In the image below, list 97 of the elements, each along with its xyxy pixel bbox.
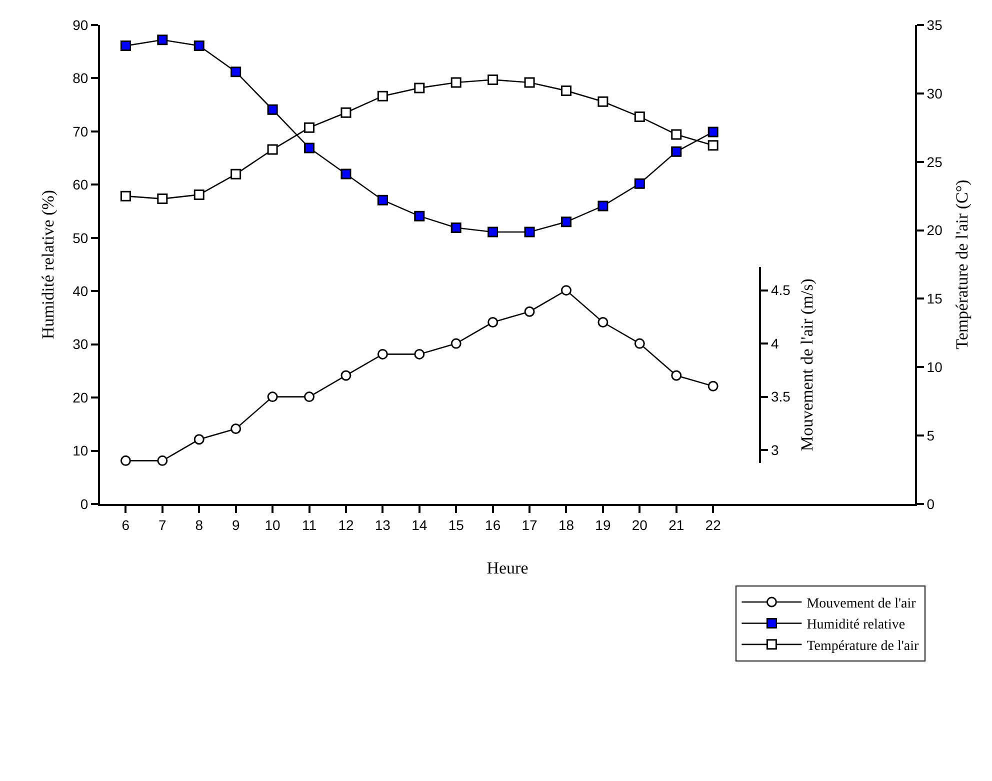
y2-tick-label: 5	[926, 427, 935, 444]
y3-tick-label: 3.5	[770, 388, 791, 405]
y-tick-label: 0	[80, 496, 88, 512]
point	[560, 216, 572, 228]
x-tick-label: 15	[448, 516, 464, 533]
point	[708, 140, 718, 151]
point	[230, 66, 242, 78]
x-tick-label: 10	[264, 516, 281, 533]
point	[194, 40, 204, 52]
x-tick-label: 8	[195, 516, 204, 533]
x-tick-label: 12	[338, 516, 354, 533]
y2-tick-label: 30	[926, 85, 943, 102]
x-tick-label: 18	[558, 516, 574, 533]
x-tick-label: 9	[232, 516, 240, 533]
point	[450, 338, 462, 349]
point	[671, 146, 682, 157]
point	[634, 338, 645, 349]
point	[634, 111, 645, 122]
point	[488, 317, 498, 328]
y2-tick-label: 0	[926, 496, 935, 512]
y-tick-label: 50	[72, 230, 88, 246]
point	[230, 423, 242, 434]
x-tick-label: 19	[595, 516, 611, 533]
point	[194, 434, 204, 445]
point	[671, 129, 682, 140]
point	[708, 126, 718, 138]
point	[304, 122, 315, 133]
x-axis-title: Heure	[486, 558, 528, 578]
y3-tick-label: 3	[770, 442, 779, 458]
y2-axis-title: Température de l'air (C°)	[952, 180, 972, 350]
y2-tick-label: 35	[926, 16, 943, 33]
point	[414, 210, 425, 222]
point	[560, 85, 572, 96]
legend-label: Humidité relative	[806, 618, 906, 633]
point	[671, 370, 682, 381]
x-tick-label: 17	[522, 516, 538, 533]
y-axis-title: Humidité relative (%)	[38, 190, 58, 340]
point	[377, 348, 388, 360]
point	[414, 82, 425, 94]
x-tick-label: 6	[122, 516, 130, 533]
point	[304, 392, 315, 402]
point	[120, 455, 131, 466]
x-tick-label: 14	[412, 516, 428, 533]
point	[157, 194, 168, 204]
point	[377, 90, 388, 102]
point	[524, 77, 535, 88]
y-tick-label: 10	[72, 442, 88, 459]
point	[267, 144, 278, 155]
y-tick-label: 20	[72, 389, 88, 406]
x-tick-label: 7	[158, 516, 167, 533]
point	[634, 178, 645, 189]
y-tick-label: 60	[72, 176, 88, 193]
x-tick-label: 22	[705, 516, 722, 533]
point	[450, 222, 462, 234]
x-tick-label: 21	[668, 516, 684, 533]
y-tick-label: 70	[72, 123, 88, 140]
point	[194, 189, 204, 200]
point	[598, 317, 608, 328]
legend-label: Température de l'air	[806, 638, 919, 654]
y3-tick-label: 4	[770, 335, 779, 352]
y2-tick-label: 20	[926, 222, 943, 238]
y-tick-label: 40	[72, 283, 88, 300]
point	[157, 34, 168, 46]
point	[230, 168, 242, 180]
point	[267, 104, 278, 115]
point	[488, 74, 498, 85]
x-tick-label: 16	[485, 516, 501, 533]
legend-label: Mouvement de l'air	[806, 596, 916, 612]
point	[120, 40, 131, 52]
point	[377, 194, 388, 206]
point	[414, 348, 425, 360]
point	[598, 200, 608, 212]
point	[488, 226, 498, 238]
x-tick-label: 13	[374, 516, 391, 533]
point	[450, 77, 462, 88]
y-tick-label: 30	[72, 336, 88, 352]
y2-tick-label: 15	[926, 290, 943, 307]
point	[524, 226, 535, 238]
y2-tick-label: 10	[926, 359, 943, 376]
y-tick-label: 90	[72, 16, 88, 33]
y2-tick-label: 25	[926, 154, 943, 170]
y3-tick-label: 4.5	[770, 282, 791, 298]
point	[708, 380, 718, 392]
point	[560, 285, 572, 296]
x-tick-label: 11	[302, 516, 317, 533]
point	[340, 107, 352, 118]
point	[304, 142, 315, 154]
point	[340, 168, 352, 180]
point	[598, 96, 608, 107]
x-tick-label: 20	[632, 516, 648, 533]
y-tick-label: 80	[72, 70, 88, 86]
point	[340, 370, 352, 381]
point	[267, 392, 278, 402]
point	[157, 455, 168, 466]
point	[524, 306, 535, 317]
point	[120, 190, 131, 202]
y3-axis-title: Mouvement de l'air (m/s)	[798, 278, 817, 452]
